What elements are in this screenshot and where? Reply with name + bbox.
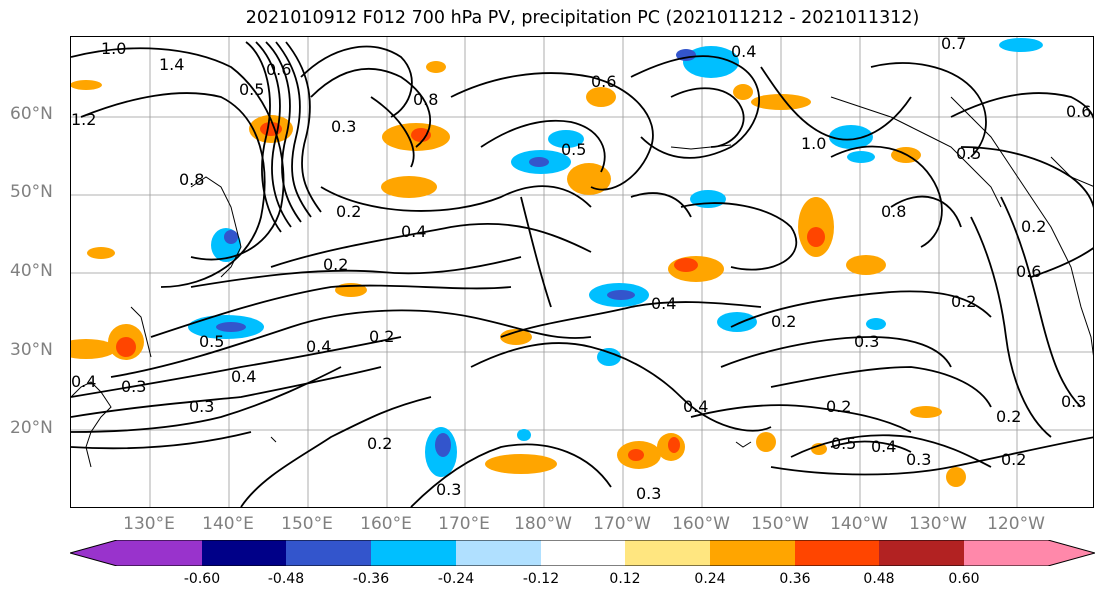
precipitation-shading [71, 38, 1043, 487]
colorbar-segment [70, 540, 202, 566]
colorbar-segment [371, 540, 456, 566]
lon-label-130e: 130°E [123, 514, 175, 534]
colorbar-segment [879, 540, 964, 566]
lon-label-130w: 130°W [909, 514, 967, 534]
contour-label: 0.4 [683, 397, 708, 416]
colorbar-tick-label: 0.36 [779, 571, 811, 587]
lat-label-60n: 60°N [10, 104, 53, 124]
contour-label: 0.4 [71, 372, 96, 391]
contour-label: 0.2 [367, 434, 392, 453]
contour-label: 0.4 [231, 367, 256, 386]
colorbar-tick-label: -0.36 [352, 571, 390, 587]
map-title: 2021010912 F012 700 hPa PV, precipitatio… [245, 8, 920, 28]
map-panel: 1.0 1.4 1.2 0.6 0.8 0.5 0.3 0.2 0.4 0.2 … [70, 36, 1094, 508]
lon-label-160e: 160°E [360, 514, 412, 534]
contour-label: 0.3 [906, 450, 931, 469]
contour-label: 0.2 [1001, 450, 1026, 469]
pv-contours [71, 41, 1093, 507]
lon-label-150w: 150°W [751, 514, 809, 534]
colorbar-segment [625, 540, 710, 566]
colorbar [70, 540, 1095, 566]
contour-label: 1.0 [101, 39, 126, 58]
contour-label: 0.2 [323, 255, 348, 274]
colorbar-segment [795, 540, 879, 566]
lon-label-160w: 160°W [672, 514, 730, 534]
colorbar-segment [964, 540, 1095, 566]
contour-label: 0.4 [731, 42, 756, 61]
lon-label-140w: 140°W [830, 514, 888, 534]
coastlines [71, 96, 1093, 468]
colorbar-segment [286, 540, 371, 566]
contour-label: 0.8 [413, 90, 438, 109]
lat-label-40n: 40°N [10, 261, 53, 281]
colorbar-tick-label: 0.24 [694, 571, 726, 587]
contour-label: 1.2 [71, 110, 96, 129]
contour-label: 0.5 [956, 144, 981, 163]
contour-label: 0.4 [871, 437, 896, 456]
contour-label: 0.3 [121, 377, 146, 396]
contour-label: 0.3 [331, 117, 356, 136]
contour-label: 1.4 [159, 55, 184, 74]
lon-label-150e: 150°E [281, 514, 333, 534]
contour-label: 0.2 [826, 397, 851, 416]
contour-label: 0.5 [831, 434, 856, 453]
contour-label: 0.2 [771, 312, 796, 331]
lat-label-20n: 20°N [10, 418, 53, 438]
colorbar-tick-label: 0.48 [863, 571, 895, 587]
lat-label-50n: 50°N [10, 182, 53, 202]
map-canvas: 1.0 1.4 1.2 0.6 0.8 0.5 0.3 0.2 0.4 0.2 … [71, 37, 1093, 507]
lat-label-30n: 30°N [10, 340, 53, 360]
contour-label: 0.2 [951, 292, 976, 311]
colorbar-segment [202, 540, 286, 566]
lon-label-170w: 170°W [593, 514, 651, 534]
contour-label: 0.6 [1066, 102, 1091, 121]
contour-label: 0.4 [401, 222, 426, 241]
contour-label: 0.3 [1061, 392, 1086, 411]
lon-label-120w: 120°W [987, 514, 1045, 534]
contour-label: 0.5 [239, 80, 264, 99]
contour-label: 0.6 [266, 60, 291, 79]
contour-label: 0.3 [436, 480, 461, 499]
colorbar-tick-label: -0.24 [437, 571, 475, 587]
lon-label-170e: 170°E [438, 514, 490, 534]
colorbar-tick-label: -0.12 [522, 571, 560, 587]
colorbar-segment [541, 540, 625, 566]
contour-label: 0.2 [336, 202, 361, 221]
colorbar-tick-label: -0.60 [183, 571, 221, 587]
contour-label: 0.7 [941, 37, 966, 53]
contour-label: 0.6 [591, 72, 616, 91]
contour-label: 0.6 [1016, 262, 1041, 281]
contour-label: 0.2 [1021, 217, 1046, 236]
contour-label: 0.8 [179, 170, 204, 189]
colorbar-segment [710, 540, 795, 566]
colorbar-tick-label: 0.60 [948, 571, 980, 587]
contour-label: 0.8 [881, 202, 906, 221]
contour-label: 1.0 [801, 134, 826, 153]
contour-label: 0.3 [189, 397, 214, 416]
contour-label: 0.2 [996, 407, 1021, 426]
contour-label: 0.3 [636, 484, 661, 503]
contour-label: 0.5 [199, 332, 224, 351]
colorbar-tick-label: -0.48 [267, 571, 305, 587]
contour-labels: 1.0 1.4 1.2 0.6 0.8 0.5 0.3 0.2 0.4 0.2 … [71, 37, 1091, 503]
contour-label: 0.5 [561, 140, 586, 159]
contour-label: 0.4 [306, 337, 331, 356]
contour-label: 0.3 [854, 332, 879, 351]
contour-label: 0.2 [369, 327, 394, 346]
lon-label-140e: 140°E [202, 514, 254, 534]
colorbar-tick-label: 0.12 [609, 571, 641, 587]
colorbar-segment [456, 540, 541, 566]
contour-label: 0.4 [651, 294, 676, 313]
lon-label-180w: 180°W [514, 514, 572, 534]
